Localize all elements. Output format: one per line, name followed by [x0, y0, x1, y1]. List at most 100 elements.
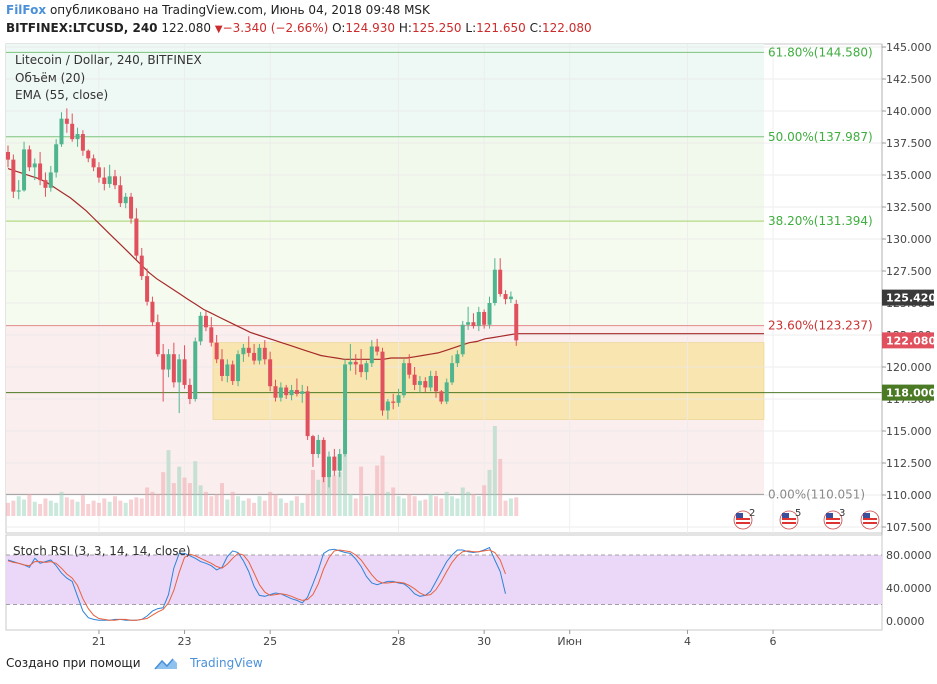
volume-bar	[166, 450, 171, 516]
volume-bar	[417, 500, 422, 516]
candle	[348, 343, 353, 371]
volume-bar	[385, 491, 390, 516]
candle-body	[48, 172, 53, 188]
candle-body	[118, 185, 123, 204]
volume-bar	[220, 483, 224, 516]
volume-bar	[455, 498, 460, 516]
candle	[139, 247, 144, 280]
candle-body	[471, 322, 476, 327]
volume-bar	[11, 500, 16, 516]
candle-body	[54, 144, 59, 173]
candle	[401, 359, 406, 398]
time-tick-label: 6	[770, 635, 777, 648]
candle	[369, 340, 374, 367]
rsi-tick-label: 40.0000	[886, 582, 932, 595]
candle-body	[460, 324, 465, 355]
candle-body	[289, 390, 294, 396]
volume-bar	[129, 499, 134, 516]
candle	[54, 139, 59, 178]
volume-bar	[118, 500, 123, 516]
candle-body	[113, 176, 117, 186]
rsi-tick-label: 80.0000	[886, 549, 932, 562]
volume-bar	[439, 498, 444, 516]
volume-bar	[113, 496, 117, 516]
candle	[359, 349, 364, 378]
candle	[129, 192, 134, 224]
candle-body	[80, 134, 85, 151]
volume-bar	[375, 465, 380, 516]
candle	[385, 399, 390, 420]
candle	[198, 311, 203, 346]
candle	[268, 351, 273, 392]
volume-bar	[273, 494, 278, 516]
candle-body	[316, 439, 321, 455]
candle-body	[332, 456, 337, 471]
candle-body	[380, 351, 385, 411]
fib-zone	[6, 44, 764, 53]
volume-bar	[150, 491, 155, 516]
candle-body	[134, 218, 139, 256]
candle	[96, 162, 101, 183]
candle-body	[385, 401, 390, 411]
volume-bar	[289, 500, 294, 516]
candle-body	[96, 167, 101, 178]
candle-body	[439, 391, 444, 402]
candle	[252, 343, 257, 365]
volume-bar	[123, 502, 128, 516]
candle	[310, 434, 315, 467]
volume-bar	[348, 494, 353, 516]
volume-bar	[343, 450, 348, 516]
candle	[171, 342, 176, 388]
high-label: H:	[398, 21, 412, 35]
candle-body	[225, 364, 230, 376]
candle-body	[364, 363, 369, 373]
event-flags[interactable]: 2 5 3	[733, 508, 880, 530]
candle-body	[476, 311, 481, 327]
time-axis[interactable]: 21 23 25 28 30 Июн 4 6	[92, 630, 777, 648]
low-value: 121.650	[476, 21, 526, 35]
volume-bar	[177, 466, 182, 516]
candle	[262, 340, 267, 365]
candle-body	[236, 354, 241, 382]
volume-legend: Объём (20)	[15, 71, 85, 85]
price-tick-label: 120.000	[886, 361, 932, 374]
candle-body	[337, 454, 342, 471]
candle-body	[64, 118, 69, 124]
volume-bar	[284, 502, 289, 516]
open-value: 124.930	[345, 21, 396, 35]
candle	[203, 310, 208, 332]
volume-bar	[498, 458, 503, 516]
volume-bar	[391, 487, 396, 516]
time-tick-label: Июн	[557, 635, 582, 648]
chart-area[interactable]: 61.80%(144.580) 50.00%(137.987) 38.20%(131…	[0, 40, 937, 652]
candle	[38, 151, 43, 186]
footer-brand-link[interactable]: TradingView	[190, 656, 263, 670]
candle-body	[455, 354, 460, 364]
volume-bar	[161, 472, 166, 516]
published-text: опубликовано на TradingView.com, Июнь 04…	[49, 3, 430, 17]
price-axis[interactable]: 145.000 142.500 140.000 137.500 135.000 132.5…	[882, 41, 932, 534]
candle-body	[434, 375, 438, 392]
candle-body	[284, 387, 289, 396]
fib-label: 23.60%(123.237)	[768, 319, 873, 333]
price-label-text: 118.000	[886, 387, 936, 400]
candle	[11, 154, 16, 199]
author-name[interactable]: FilFox	[6, 3, 47, 17]
candle	[444, 378, 449, 405]
tradingview-logo-icon[interactable]	[154, 657, 178, 671]
price-labels: 125.420 122.080 118.000	[882, 289, 936, 401]
fib-zone	[6, 136, 764, 222]
volume-bar	[246, 498, 251, 516]
candle	[332, 448, 337, 476]
flag-count: 2	[749, 508, 755, 519]
volume-bar	[300, 502, 305, 516]
stoch-rsi-series	[7, 549, 506, 621]
flag-stripe	[782, 522, 796, 524]
volume-bar	[380, 455, 385, 516]
candle	[364, 360, 369, 380]
candle	[412, 367, 417, 391]
volume-bar	[492, 426, 497, 516]
candle	[428, 370, 433, 392]
volume-bar	[171, 483, 176, 516]
candle-body	[22, 149, 27, 191]
